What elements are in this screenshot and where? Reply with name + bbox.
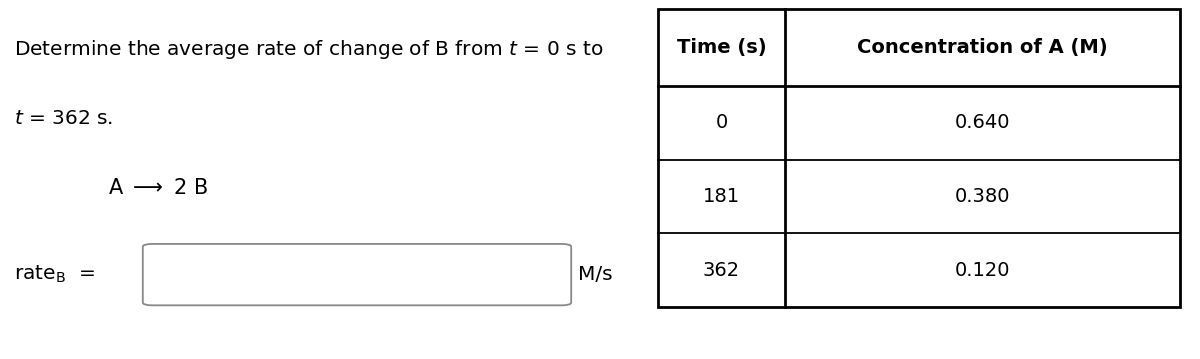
Text: 0.640: 0.640 (955, 113, 1010, 132)
Text: 362: 362 (703, 261, 740, 280)
Text: Concentration of A (M): Concentration of A (M) (857, 38, 1108, 57)
Text: rate$_\mathrm{B}$  =: rate$_\mathrm{B}$ = (14, 264, 95, 285)
Text: 0.380: 0.380 (955, 187, 1010, 206)
Text: 0.120: 0.120 (955, 261, 1010, 280)
Text: 0: 0 (715, 113, 727, 132)
Text: Determine the average rate of change of B from $t$ = 0 s to: Determine the average rate of change of … (14, 38, 604, 61)
Text: A $\longrightarrow$ 2 B: A $\longrightarrow$ 2 B (108, 178, 209, 198)
Text: Time (s): Time (s) (677, 38, 767, 57)
Text: M/s: M/s (578, 265, 613, 284)
Text: $t$ = 362 s.: $t$ = 362 s. (14, 109, 114, 129)
FancyBboxPatch shape (143, 244, 571, 305)
Text: 181: 181 (703, 187, 740, 206)
